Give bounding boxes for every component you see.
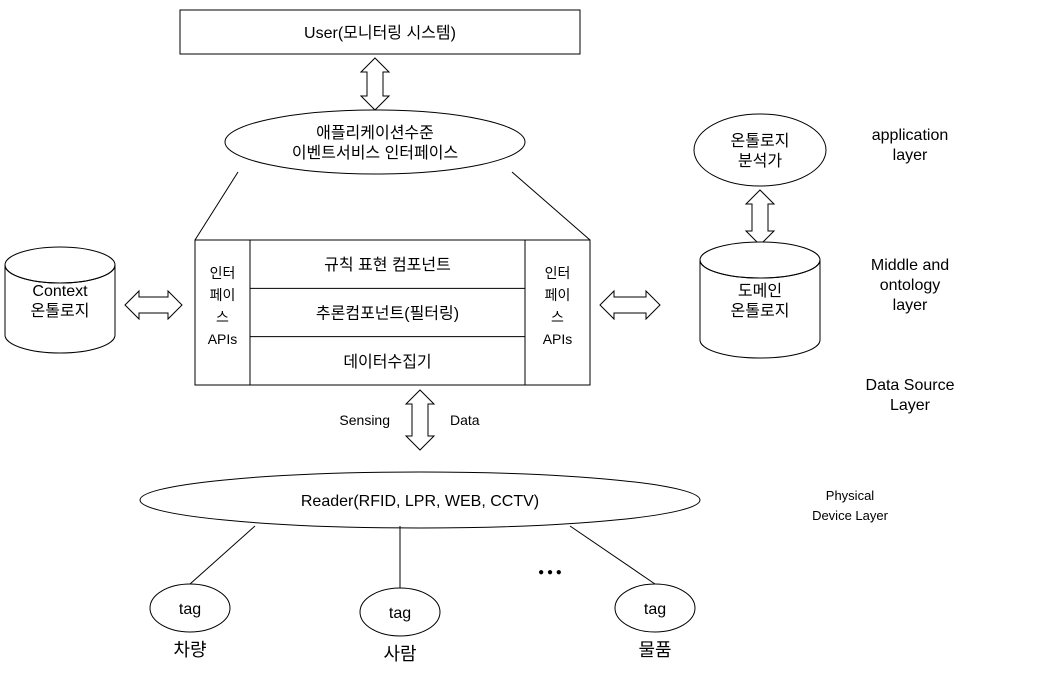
layer-label-2: Data Source Layer (866, 377, 955, 414)
svg-text:인터: 인터 (545, 265, 571, 281)
svg-text:tag: tag (179, 601, 201, 618)
svg-text:Physical: Physical (826, 488, 875, 503)
svg-text:application: application (872, 127, 949, 144)
reader-ellipse: Reader(RFID, LPR, WEB, CCTV) (140, 472, 700, 528)
svg-text:Layer: Layer (890, 397, 931, 414)
svg-text:tag: tag (644, 601, 666, 618)
arrow-context-to-middle (125, 291, 182, 319)
svg-text:페이: 페이 (545, 287, 571, 303)
layer-label-3: Physical Device Layer (812, 488, 889, 523)
arrow-user-to-app (361, 58, 389, 110)
svg-text:Reader(RFID, LPR, WEB, CCTV): Reader(RFID, LPR, WEB, CCTV) (301, 493, 539, 510)
svg-text:온톨로지: 온톨로지 (31, 302, 90, 320)
svg-text:스: 스 (216, 309, 229, 325)
svg-text:Sensing: Sensing (339, 412, 390, 428)
context-ontology-db: Context 온톨로지 (5, 247, 115, 353)
app-interface: 애플리케이션수준이벤트서비스 인터페이스 (195, 110, 590, 240)
svg-text:Device Layer: Device Layer (812, 508, 889, 523)
layer-label-0: application layer (872, 127, 949, 164)
svg-text:스: 스 (551, 309, 564, 325)
svg-text:추론컴포넌트(필터링): 추론컴포넌트(필터링) (316, 305, 459, 323)
tag-2: tag 물품 (615, 584, 695, 660)
svg-text:이벤트서비스 인터페이스: 이벤트서비스 인터페이스 (292, 144, 458, 162)
svg-text:온톨로지: 온톨로지 (731, 302, 790, 320)
ellipsis-dots: ● ● ● (538, 567, 562, 578)
svg-text:페이: 페이 (210, 287, 236, 303)
svg-text:layer: layer (893, 147, 928, 164)
svg-text:물품: 물품 (638, 640, 671, 660)
arrow-middle-to-data (406, 390, 434, 450)
svg-text:ontology: ontology (880, 277, 941, 294)
svg-text:Middle and: Middle and (871, 257, 949, 274)
svg-text:APIs: APIs (208, 331, 238, 347)
svg-text:사람: 사람 (383, 644, 416, 664)
tag-1: tag 사람 (360, 588, 440, 664)
reader-to-tag-2 (570, 526, 655, 584)
svg-text:tag: tag (389, 605, 411, 622)
layer-label-1: Middle and ontology layer (871, 257, 949, 314)
reader-to-tag-0 (190, 526, 255, 584)
arrow-analyst-to-domain (746, 190, 774, 245)
domain-ontology-db: 도메인온톨로지 (700, 242, 820, 358)
tag-0: tag 차량 (150, 584, 230, 660)
svg-text:APIs: APIs (543, 331, 573, 347)
arrow-middle-to-domain (600, 291, 660, 319)
svg-text:차량: 차량 (173, 640, 206, 660)
svg-text:Data: Data (450, 412, 480, 428)
svg-text:User(모니터링 시스템): User(모니터링 시스템) (304, 24, 456, 42)
ontology-analyst: 온톨로지분석가 (694, 114, 826, 186)
middle-box: 규칙 표현 컴포넌트추론컴포넌트(필터링) 데이터수집기 인터페이스 APIs 인터페이… (195, 240, 590, 385)
svg-text:분석가: 분석가 (738, 152, 782, 170)
user-box: User(모니터링 시스템) (180, 10, 580, 54)
svg-text:규칙 표현 컴포넌트: 규칙 표현 컴포넌트 (324, 256, 451, 274)
svg-text:데이터수집기: 데이터수집기 (343, 353, 431, 371)
svg-text:도메인: 도메인 (738, 282, 782, 300)
svg-text:Context: Context (32, 283, 88, 300)
svg-text:Data Source: Data Source (866, 377, 955, 394)
svg-text:애플리케이션수준: 애플리케이션수준 (316, 124, 434, 142)
svg-text:인터: 인터 (210, 265, 236, 281)
svg-text:layer: layer (893, 297, 928, 314)
svg-text:온톨로지: 온톨로지 (731, 132, 790, 150)
